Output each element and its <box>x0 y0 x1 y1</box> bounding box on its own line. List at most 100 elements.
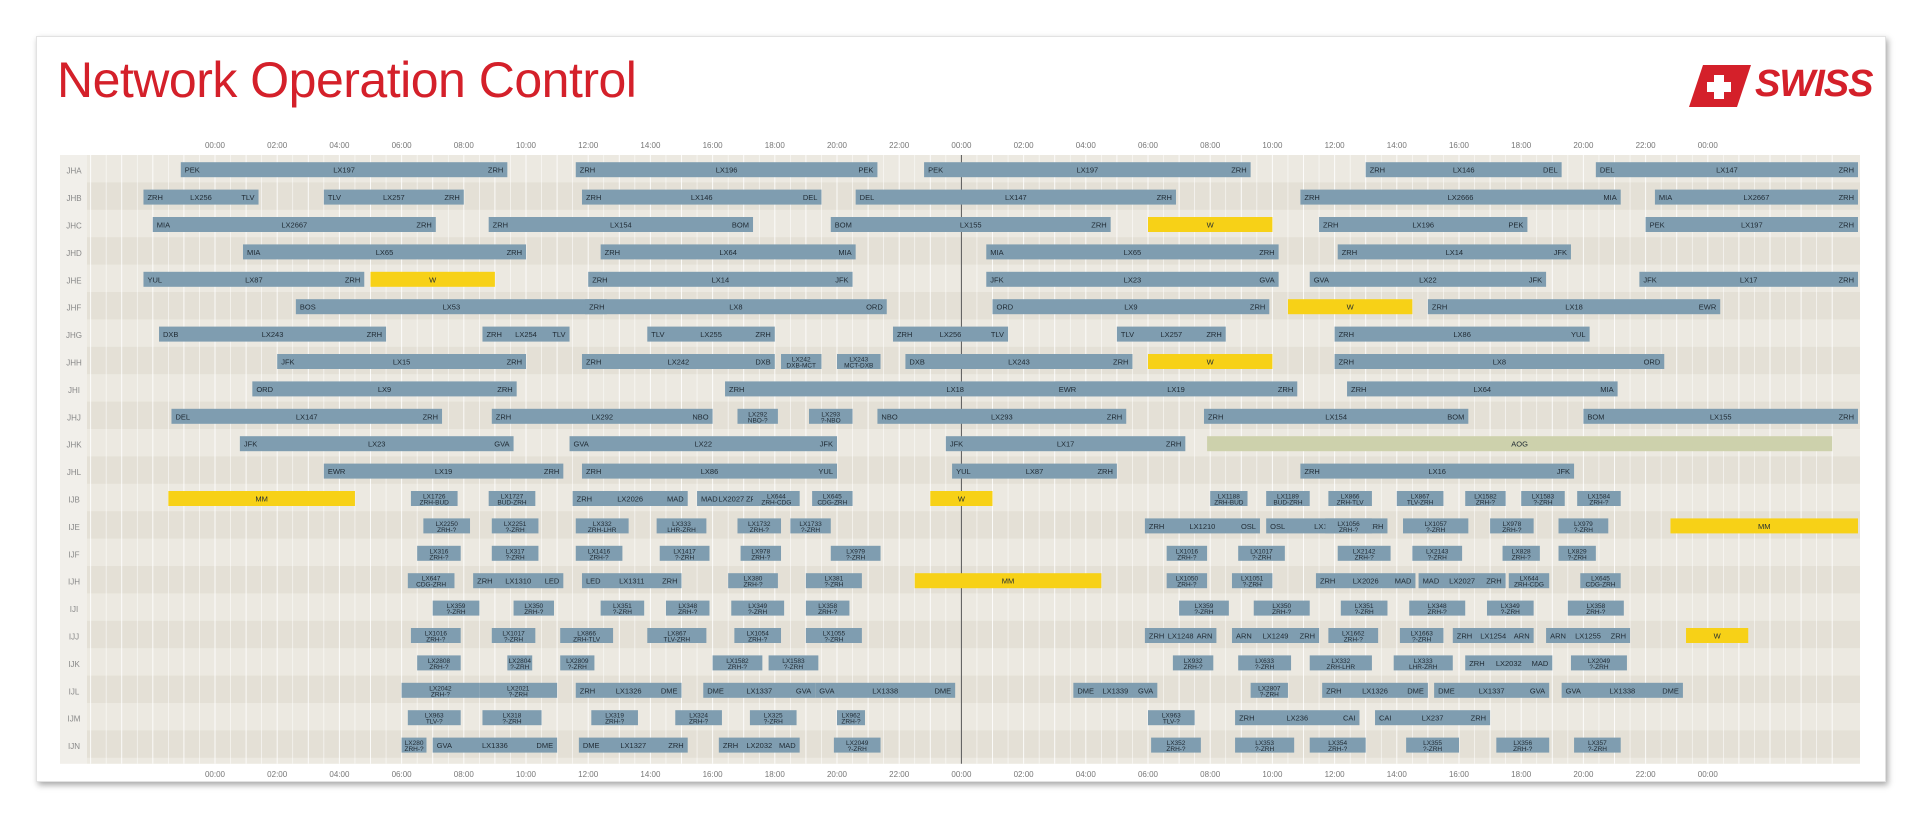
flight-bar <box>575 545 623 561</box>
bar-origin-label: ORD <box>997 303 1014 312</box>
flight-bar <box>410 491 458 506</box>
bar-flight-label: LX644 <box>767 494 786 501</box>
bar-flight-label: LX154 <box>610 221 632 230</box>
bar-flight-label: LX2143 <box>1426 548 1449 555</box>
flight-bar <box>1300 463 1575 479</box>
bar-origin-label: ARN <box>1236 632 1252 641</box>
bar-origin-label: DEL <box>860 193 875 202</box>
bar-flight-label: LX349 <box>1501 603 1520 610</box>
bar-destination-label: DME <box>1407 686 1424 695</box>
bar-flight-label: LX348 <box>1428 603 1447 610</box>
flight-bar <box>675 710 722 726</box>
flight-bar <box>1334 326 1590 342</box>
bar-route-label: ?-ZRH <box>613 609 632 616</box>
bar-destination-label: ZRH <box>1839 166 1854 175</box>
flight-bar <box>1235 737 1295 753</box>
x-tick-label-top: 14:00 <box>640 141 661 150</box>
x-tick-label-top: 04:00 <box>1076 141 1097 150</box>
bar-origin-label: LED <box>586 577 601 586</box>
bar-route-label: ZRH-? <box>429 664 449 671</box>
maintenance-label: W <box>1714 632 1722 641</box>
bar-flight-label: LX633 <box>1255 658 1274 665</box>
bar-origin-label: EWR <box>1059 385 1077 394</box>
bar-origin-label: ZRH <box>589 303 604 312</box>
bar-origin-label: BOM <box>835 221 852 230</box>
bar-origin-label: DEL <box>1600 166 1615 175</box>
bar-flight-label: LX256 <box>940 330 962 339</box>
bar-flight-label: LX255 <box>700 330 722 339</box>
bar-origin-label: ARN <box>1550 632 1566 641</box>
bar-destination-label: CAI <box>1343 714 1356 723</box>
bar-destination-label: GVA <box>1530 686 1545 695</box>
x-tick-label-bottom: 10:00 <box>516 770 537 779</box>
flight-bar <box>417 655 461 671</box>
bar-route-label: ?-ZRH <box>764 719 783 726</box>
bar-route-label: BUD-ZRH <box>497 500 527 507</box>
bar-origin-label: CAI <box>1379 714 1392 723</box>
bar-destination-label: TLV <box>552 330 565 339</box>
bar-route-label: ZRH-? <box>1355 554 1375 561</box>
bar-flight-label: LX962 <box>842 713 861 720</box>
bar-flight-label: LX1582 <box>726 658 749 665</box>
bar-route-label: ZRH-? <box>728 664 748 671</box>
bar-destination-label: PEK <box>858 166 873 175</box>
bar-route-label: ?-ZRH <box>1423 746 1442 753</box>
bar-origin-label: BOS <box>300 303 316 312</box>
bar-flight-label: LX292 <box>591 412 613 421</box>
bar-route-label: LHR-ZRH <box>1409 664 1438 671</box>
flight-bar <box>323 189 464 205</box>
bar-destination-label: JFK <box>820 440 833 449</box>
flight-bar <box>482 710 542 726</box>
bar-origin-label: ZRH <box>580 686 595 695</box>
bar-flight-label: LX1583 <box>782 658 805 665</box>
x-tick-label-bottom: 16:00 <box>1449 770 1470 779</box>
bar-flight-label: LX317 <box>506 548 525 555</box>
bar-flight-label: LX64 <box>719 248 737 257</box>
bar-route-label: ZRH-? <box>1512 554 1532 561</box>
flight-bar <box>1340 600 1388 616</box>
bar-destination-label: JFK <box>1529 275 1542 284</box>
bar-destination-label: ZRH <box>423 412 438 421</box>
bar-flight-label: LX1254 <box>1480 632 1506 641</box>
x-tick-label-top: 08:00 <box>454 141 475 150</box>
flight-bar <box>1583 408 1858 424</box>
bar-flight-label: LX2027 <box>1449 577 1475 586</box>
flight-bar <box>1496 737 1550 753</box>
row-label: JHA <box>66 167 82 176</box>
bar-route-label: ZRH-LHR <box>588 527 617 534</box>
bar-flight-label: LX1584 <box>1588 494 1611 501</box>
bar-origin-label: PEK <box>928 166 943 175</box>
bar-flight-label: LX19 <box>1167 385 1185 394</box>
flight-bar <box>1452 628 1534 643</box>
bar-flight-label: LX1189 <box>1277 494 1299 501</box>
bar-destination-label: OSL <box>1241 522 1256 531</box>
flight-bar <box>585 299 887 315</box>
maintenance-label: W <box>1347 303 1355 312</box>
x-tick-label-top: 06:00 <box>392 141 413 150</box>
x-tick-label-bottom: 14:00 <box>1387 770 1408 779</box>
bar-flight-label: LX23 <box>1124 275 1142 284</box>
x-tick-label-top: 16:00 <box>1449 141 1470 150</box>
flight-bar <box>591 710 638 726</box>
flight-bar <box>581 573 682 589</box>
flight-bar <box>986 244 1279 260</box>
row-label: JHK <box>66 441 82 450</box>
bar-destination-label: YUL <box>818 467 833 476</box>
bar-origin-label: MIA <box>990 248 1003 257</box>
maintenance-bar <box>930 491 993 506</box>
flight-bar <box>1490 518 1534 534</box>
maintenance-bar <box>1287 299 1413 315</box>
flight-bar <box>1375 710 1491 726</box>
flight-bar <box>986 271 1279 287</box>
bar-destination-label: PEK <box>1508 221 1523 230</box>
bar-destination-label: JFK <box>835 275 848 284</box>
flight-bar <box>491 408 713 424</box>
bar-route-label: ZRH-? <box>429 554 449 561</box>
bar-flight-label: LX1248 <box>1168 632 1194 641</box>
flight-bar <box>1210 491 1248 506</box>
bar-destination-label: ZRH <box>1278 385 1293 394</box>
bar-flight-label: LX86 <box>701 467 719 476</box>
bar-destination-label: NBO <box>692 412 708 421</box>
bar-flight-label: LX1337 <box>746 686 772 695</box>
bar-destination-label: TLV <box>241 193 254 202</box>
